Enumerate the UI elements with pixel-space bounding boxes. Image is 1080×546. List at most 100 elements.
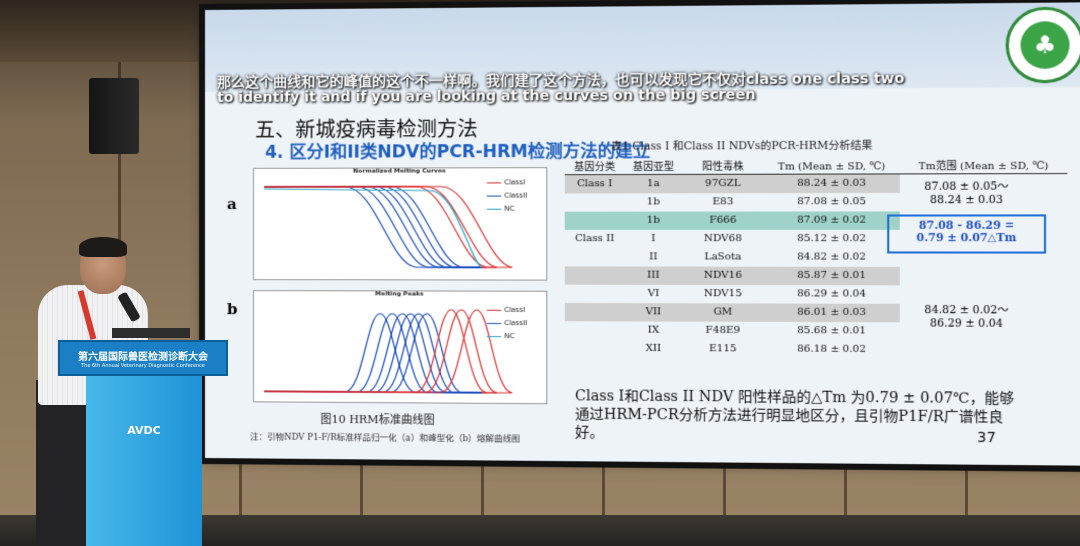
table-cell-sub: VII: [624, 303, 682, 321]
table-cell-strain: E83: [682, 193, 763, 211]
legend-b-class2: ClassII: [504, 319, 527, 327]
class1-range-a: 87.08 ± 0.05～: [892, 178, 1040, 194]
peak-curve-class2: [264, 313, 482, 393]
table-cell-sub: IX: [624, 321, 682, 340]
delta-tm-box: 87.08 - 86.29 = 0.79 ± 0.07△Tm: [887, 214, 1046, 253]
podium-banner: 第六届国际兽医检测诊断大会 The 6th Annual Veterinary …: [58, 340, 228, 376]
melt-curve-class2: [264, 186, 482, 267]
class2-range-a: 84.82 ± 0.02～: [892, 302, 1040, 318]
melt-curve-class1: [264, 186, 497, 267]
table-cell-sub: 1a: [624, 174, 682, 192]
page-number: 37: [977, 430, 996, 447]
table-cell-cls: [565, 321, 625, 339]
th-gene-class: 基因分类: [565, 157, 625, 175]
chart-b-title: Melting Peaks: [254, 290, 546, 298]
chart-b-legend: ClassI ClassII NC: [487, 306, 527, 346]
table-cell-tm: 88.24 ± 0.03: [764, 174, 900, 193]
melt-curve-class1: [264, 186, 512, 267]
legend-nc: NC: [504, 205, 514, 213]
table-cell-strain: F48E9: [682, 321, 763, 340]
table-cell-cls: [565, 339, 625, 358]
chart-a-legend: ClassI ClassII NC: [487, 178, 527, 218]
table-cell-sub: XII: [624, 339, 682, 358]
table-cell-range: [900, 340, 1068, 359]
table-cell-cls: [565, 248, 625, 266]
table-cell-cls: [565, 284, 625, 302]
table-cell-tm: 85.68 ± 0.01: [764, 321, 900, 340]
podium-body: AVDC: [86, 376, 202, 546]
table-cell-tm: 86.01 ± 0.03: [764, 303, 900, 322]
avdc-logo: AVDC: [106, 424, 182, 437]
class1-range: 87.08 ± 0.05～ 88.24 ± 0.03: [892, 178, 1040, 206]
table-cell-sub: 1b: [624, 211, 682, 229]
table-cell-strain: NDV15: [682, 284, 763, 303]
th-subtype: 基因亚型: [624, 157, 682, 175]
table-cell-tm: 87.08 ± 0.05: [764, 192, 900, 211]
table-row: XII E115 86.18 ± 0.02: [565, 339, 1068, 360]
th-tm: Tm (Mean ± SD, ℃): [764, 156, 900, 174]
table-cell-strain: NDV16: [682, 266, 763, 284]
figure-caption: 图10 HRM标准曲线图: [320, 411, 434, 428]
table-cell-tm: 85.12 ± 0.02: [764, 229, 900, 247]
legend-class2: ClassII: [504, 191, 527, 199]
table-cell-cls: Class II: [565, 229, 625, 247]
th-tm-range: Tm范围 (Mean ± SD, ℃): [900, 155, 1068, 173]
caption-line-2: to identify it and if you are looking at…: [217, 87, 756, 106]
table-row: III NDV16 85.87 ± 0.01: [565, 266, 1068, 285]
melt-curve-nc: [264, 189, 482, 268]
peak-curve-class2: [264, 313, 482, 393]
presenter-hair: [79, 237, 127, 257]
table-cell-cls: Class I: [565, 175, 625, 193]
legend-b-nc: NC: [504, 332, 514, 340]
class2-range: 84.82 ± 0.02～ 86.29 ± 0.04: [892, 302, 1040, 330]
table-cell-strain: F666: [682, 211, 763, 229]
table-cell-sub: III: [624, 266, 682, 284]
peak-curve-class2: [264, 313, 482, 393]
table-cell-cls: [565, 193, 625, 211]
delta-tm-line2: 0.79 ± 0.07△Tm: [889, 232, 1044, 244]
legend-class1: ClassI: [504, 178, 525, 186]
delta-tm-line1: 87.08 - 86.29 =: [889, 220, 1044, 232]
table-cell-cls: [565, 266, 625, 284]
melt-curve-class2: [264, 186, 482, 267]
laptop: [112, 328, 190, 338]
table-cell-cls: [565, 211, 625, 229]
peak-curve-class2: [264, 313, 482, 393]
panel-label-b: b: [227, 300, 238, 318]
class1-range-b: 88.24 ± 0.03: [892, 194, 1040, 207]
chart-a-title: Normalized Melting Curves: [254, 167, 546, 175]
university-logo: ♣: [1006, 6, 1080, 83]
melt-curve-class2: [264, 186, 482, 267]
table-cell-strain: E115: [682, 339, 763, 358]
table-cell-tm: 84.82 ± 0.02: [764, 248, 900, 267]
table-cell-strain: LaSota: [682, 248, 763, 266]
melt-curve-class1: [264, 186, 487, 267]
melt-curve-class2: [264, 186, 482, 267]
table-cell-sub: I: [624, 229, 682, 247]
table-cell-tm: 86.18 ± 0.02: [764, 340, 900, 359]
peak-curve-class2: [264, 313, 482, 393]
conclusion-text: Class I和Class II NDV 阳性样品的△Tm 为0.79 ± 0.…: [575, 387, 1025, 445]
table-cell-sub: II: [624, 248, 682, 266]
melting-peaks-chart: Melting Peaks ClassI ClassII NC: [253, 290, 547, 404]
table-cell-tm: 86.29 ± 0.04: [764, 285, 900, 304]
table-cell-cls: [565, 302, 625, 320]
table-cell-strain: GM: [682, 303, 763, 322]
table-row: VI NDV15 86.29 ± 0.04: [565, 284, 1068, 304]
panel-label-a: a: [227, 195, 237, 213]
normalized-melting-chart: Normalized Melting Curves ClassI ClassII…: [253, 167, 547, 280]
podium-title: 第六届国际兽医检测诊断大会: [78, 348, 208, 363]
tree-icon: ♣: [1021, 21, 1070, 69]
table-cell-strain: NDV68: [682, 229, 763, 247]
figure-note: 注：引物NDV P1-F/R标准样品归一化（a）和峰型化（b）熔解曲线图: [250, 430, 520, 444]
podium: 第六届国际兽医检测诊断大会 The 6th Annual Veterinary …: [58, 340, 228, 546]
peak-curve-class2: [264, 313, 482, 393]
table-cell-range: [900, 266, 1068, 285]
table-cell-tm: 85.87 ± 0.01: [764, 266, 900, 285]
class2-range-b: 86.29 ± 0.04: [892, 317, 1040, 330]
table-cell-strain: 97GZL: [682, 174, 763, 193]
wall-speaker: [89, 78, 139, 154]
table-cell-sub: VI: [624, 284, 682, 302]
th-strain: 阳性毒株: [682, 156, 763, 174]
projection-screen: 那么这个曲线和它的峰值的这个不一样啊。我们建了这个方法，也可以发现它不仅对cla…: [205, 2, 1080, 466]
